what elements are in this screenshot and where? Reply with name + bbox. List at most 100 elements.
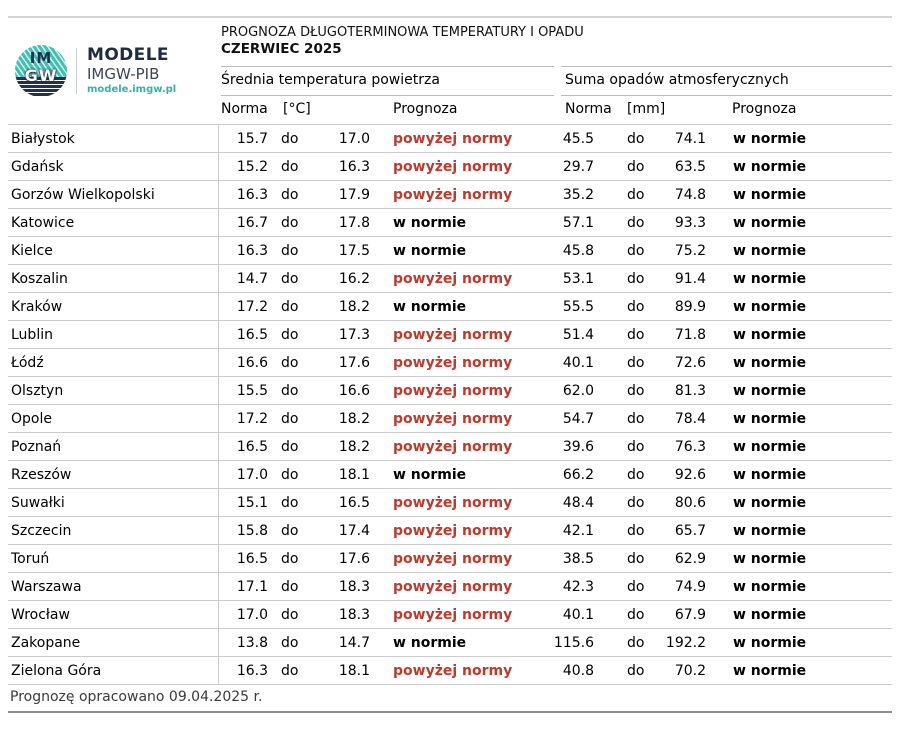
temp-norm-low-cell: 13.8 xyxy=(218,628,268,657)
city-name-cell: Toruń xyxy=(8,544,219,573)
city-name-cell: Lublin xyxy=(8,320,219,349)
precip-norm-low-cell: 55.5 xyxy=(537,292,594,321)
precip-norm-low-cell: 45.8 xyxy=(537,236,594,265)
precip-range-connector: do xyxy=(594,404,646,433)
temp-norm-low-cell: 17.2 xyxy=(218,292,268,321)
city-name-cell: Zielona Góra xyxy=(8,656,219,685)
temperature-group-label: Średnia temperatura powietrza xyxy=(221,72,440,88)
temp-norm-low-cell: 17.2 xyxy=(218,404,268,433)
imgw-logo: IM GW MODELE IMGW-PIB modele.imgw.pl xyxy=(15,45,176,97)
table-row: Gdańsk 15.2 do 16.3 powyżej normy 29.7 d… xyxy=(8,152,892,181)
table-row: Białystok 15.7 do 17.0 powyżej normy 45.… xyxy=(8,124,892,153)
temp-forecast-cell: powyżej normy xyxy=(370,432,537,461)
precip-norm-high-cell: 192.2 xyxy=(646,628,706,657)
temp-norm-low-cell: 17.0 xyxy=(218,460,268,489)
precip-range-connector: do xyxy=(594,180,646,209)
precip-forecast-cell: w normie xyxy=(706,124,892,153)
temp-forecast-cell: powyżej normy xyxy=(370,264,537,293)
precipitation-group: Suma opadów atmosferycznych Norma [mm] P… xyxy=(561,66,892,118)
temp-forecast-cell: w normie xyxy=(370,208,537,237)
temp-norm-low-cell: 16.3 xyxy=(218,656,268,685)
precip-norm-high-cell: 78.4 xyxy=(646,404,706,433)
temp-norm-high-cell: 17.3 xyxy=(304,320,370,349)
precip-forecast-cell: w normie xyxy=(706,488,892,517)
precip-forecast-cell: w normie xyxy=(706,236,892,265)
precip-norm-high-cell: 91.4 xyxy=(646,264,706,293)
precip-forecast-cell: w normie xyxy=(706,208,892,237)
precip-norm-low-cell: 42.1 xyxy=(537,516,594,545)
temp-forecast-cell: powyżej normy xyxy=(370,124,537,153)
temp-forecast-cell: w normie xyxy=(370,628,537,657)
precip-range-connector: do xyxy=(594,656,646,685)
precip-norm-high-cell: 65.7 xyxy=(646,516,706,545)
precipitation-column-headers: Norma [mm] Prognoza xyxy=(561,95,892,118)
temp-norm-low-cell: 15.1 xyxy=(218,488,268,517)
precip-norm-high-cell: 74.1 xyxy=(646,124,706,153)
temp-range-connector: do xyxy=(268,544,304,573)
precip-norm-high-cell: 76.3 xyxy=(646,432,706,461)
precip-norm-low-cell: 40.1 xyxy=(537,348,594,377)
temp-norm-low-cell: 15.8 xyxy=(218,516,268,545)
table-row: Zielona Góra 16.3 do 18.1 powyżej normy … xyxy=(8,656,892,685)
temp-forecast-cell: w normie xyxy=(370,292,537,321)
precip-norm-high-cell: 75.2 xyxy=(646,236,706,265)
precip-range-connector: do xyxy=(594,208,646,237)
table-row: Łódź 16.6 do 17.6 powyżej normy 40.1 do … xyxy=(8,348,892,377)
city-name-cell: Olsztyn xyxy=(8,376,219,405)
temp-norm-low-cell: 16.5 xyxy=(218,320,268,349)
temp-forecast-cell: powyżej normy xyxy=(370,404,537,433)
logo-text-block: MODELE IMGW-PIB modele.imgw.pl xyxy=(87,45,177,97)
logo-monogram-top: IM xyxy=(29,49,53,67)
temp-forecast-cell: powyżej normy xyxy=(370,544,537,573)
precip-norm-high-cell: 81.3 xyxy=(646,376,706,405)
temp-norm-high-cell: 14.7 xyxy=(304,628,370,657)
temp-range-connector: do xyxy=(268,404,304,433)
temp-range-connector: do xyxy=(268,124,304,153)
logo-monogram-bottom: GW xyxy=(24,66,58,85)
table-row: Wrocław 17.0 do 18.3 powyżej normy 40.1 … xyxy=(8,600,892,629)
precip-norm-low-cell: 66.2 xyxy=(537,460,594,489)
table-row: Suwałki 15.1 do 16.5 powyżej normy 48.4 … xyxy=(8,488,892,517)
precip-range-connector: do xyxy=(594,600,646,629)
table-row: Koszalin 14.7 do 16.2 powyżej normy 53.1… xyxy=(8,264,892,293)
temp-forecast-cell: powyżej normy xyxy=(370,488,537,517)
table-row: Kraków 17.2 do 18.2 w normie 55.5 do 89.… xyxy=(8,292,892,321)
temp-norm-high-cell: 17.6 xyxy=(304,348,370,377)
temp-norm-high-cell: 18.3 xyxy=(304,572,370,601)
temp-norm-high-cell: 18.2 xyxy=(304,404,370,433)
precip-norm-low-cell: 53.1 xyxy=(537,264,594,293)
city-name-cell: Szczecin xyxy=(8,516,219,545)
precip-norm-low-cell: 115.6 xyxy=(537,628,594,657)
logo-url: modele.imgw.pl xyxy=(87,83,177,95)
precip-range-connector: do xyxy=(594,460,646,489)
temp-norm-high-cell: 16.6 xyxy=(304,376,370,405)
temp-norm-high-cell: 17.0 xyxy=(304,124,370,153)
temp-range-connector: do xyxy=(268,152,304,181)
precip-norm-high-cell: 71.8 xyxy=(646,320,706,349)
temp-norm-low-cell: 17.1 xyxy=(218,572,268,601)
col-header-norma-temp: Norma xyxy=(221,101,268,117)
precip-range-connector: do xyxy=(594,320,646,349)
temp-range-connector: do xyxy=(268,320,304,349)
precip-norm-high-cell: 93.3 xyxy=(646,208,706,237)
city-name-cell: Kraków xyxy=(8,292,219,321)
city-name-cell: Rzeszów xyxy=(8,460,219,489)
precip-range-connector: do xyxy=(594,376,646,405)
temp-range-connector: do xyxy=(268,180,304,209)
temp-forecast-cell: powyżej normy xyxy=(370,600,537,629)
logo-divider xyxy=(76,48,77,94)
precip-range-connector: do xyxy=(594,292,646,321)
temp-norm-high-cell: 18.3 xyxy=(304,600,370,629)
precip-forecast-cell: w normie xyxy=(706,292,892,321)
temp-norm-high-cell: 18.2 xyxy=(304,432,370,461)
col-header-prognoza-precip: Prognoza xyxy=(732,101,797,117)
temp-range-connector: do xyxy=(268,628,304,657)
city-name-cell: Łódź xyxy=(8,348,219,377)
city-name-cell: Suwałki xyxy=(8,488,219,517)
precip-forecast-cell: w normie xyxy=(706,572,892,601)
temp-range-connector: do xyxy=(268,488,304,517)
temp-norm-high-cell: 16.3 xyxy=(304,152,370,181)
temp-norm-low-cell: 16.3 xyxy=(218,180,268,209)
precip-norm-low-cell: 48.4 xyxy=(537,488,594,517)
temp-forecast-cell: powyżej normy xyxy=(370,516,537,545)
